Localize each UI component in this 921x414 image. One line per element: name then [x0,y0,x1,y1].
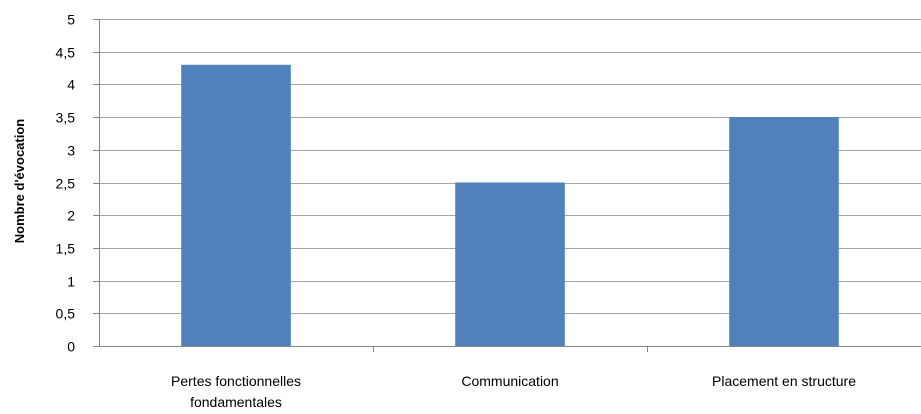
bar [455,182,565,346]
y-tick-label: 3 [67,143,75,159]
x-category-label: Communication [461,373,558,389]
y-tick-label: 0,5 [56,306,76,322]
y-tick-label: 2,5 [56,176,76,192]
y-tick-label: 0 [67,339,75,355]
y-tick-label: 3,5 [56,110,76,126]
x-category-label-line: Communication [461,373,558,389]
y-tick-labels: 0 0,5 1 1,5 2 2,5 3 3,5 4 4,5 5 [56,12,76,355]
axes [93,19,921,352]
x-category-label-line: Pertes fonctionnelles [171,373,301,389]
x-category-label: Pertes fonctionnelles fondamentales [171,373,301,410]
y-axis-label: Nombre d'évocation [12,119,27,244]
y-tick-label: 1,5 [56,241,76,257]
y-tick-label: 4 [67,77,75,93]
bars [181,64,839,346]
y-tick-label: 2 [67,208,75,224]
x-category-labels: Pertes fonctionnelles fondamentales Commun… [171,373,856,410]
y-tick-label: 5 [67,12,75,28]
bar [181,64,291,346]
x-category-label: Placement en structure [712,373,856,389]
bar [729,117,839,346]
x-category-label-line: fondamentales [190,394,282,410]
y-tick-label: 4,5 [56,45,76,61]
y-tick-label: 1 [67,274,75,290]
x-category-label-line: Placement en structure [712,373,856,389]
